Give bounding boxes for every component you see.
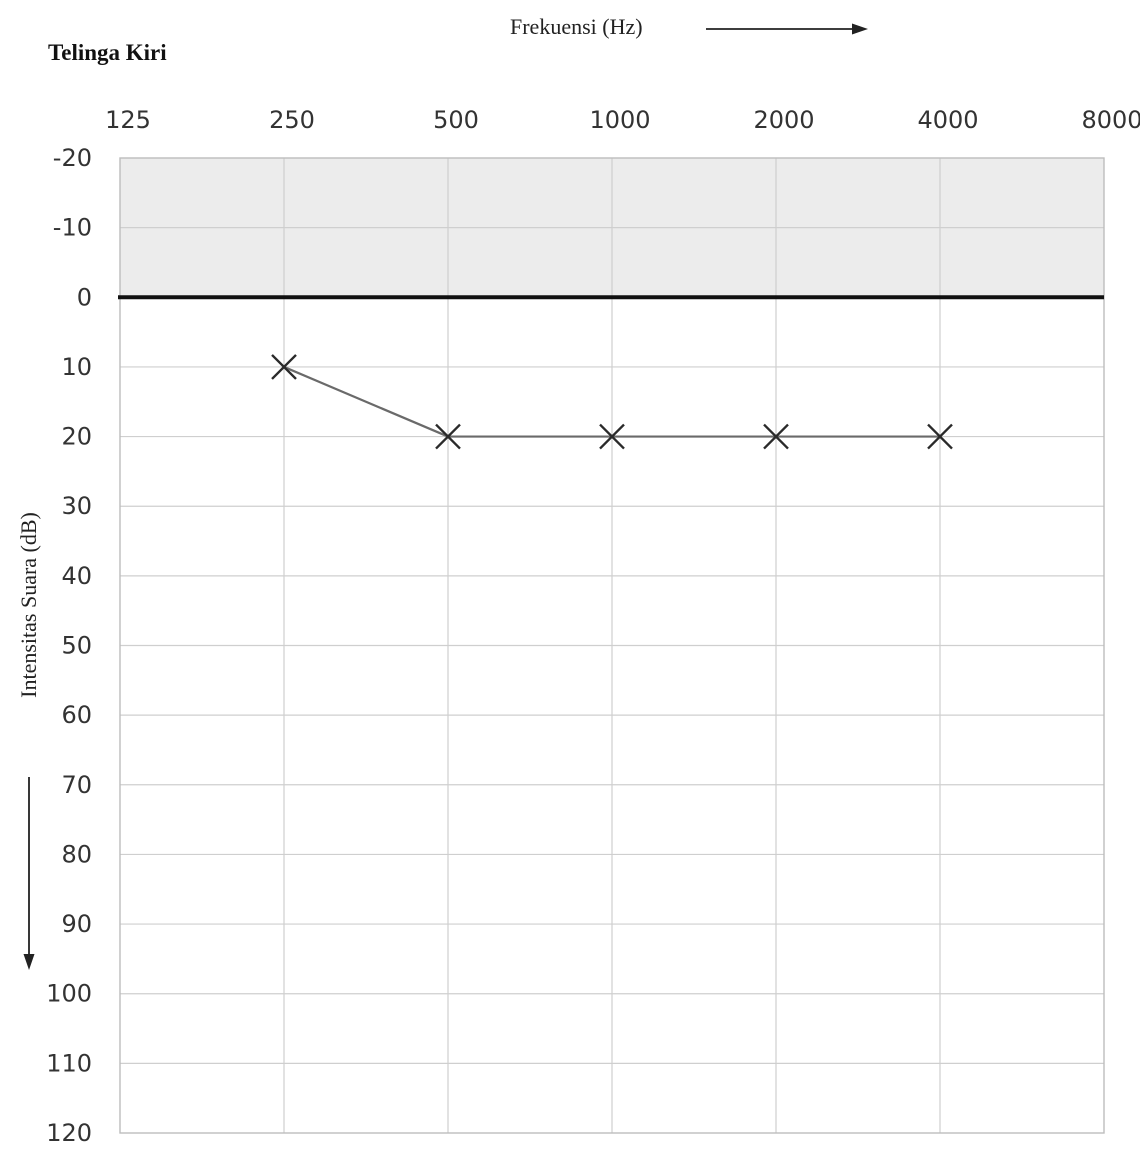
- series-left-ear: [271, 354, 953, 450]
- y-tick-label: 100: [46, 980, 92, 1008]
- y-axis-arrow: [23, 777, 35, 970]
- y-tick-label: 90: [61, 910, 92, 938]
- y-tick-label: 80: [61, 840, 92, 868]
- chart-title: Telinga Kiri: [48, 40, 167, 65]
- y-tick-label: 10: [61, 353, 92, 381]
- data-point-x-marker: [599, 423, 625, 450]
- x-tick-label: 8000: [1081, 106, 1140, 134]
- x-tick-labels: 125 250 500 1000 2000 4000 8000: [105, 106, 1140, 134]
- y-tick-label: 20: [61, 423, 92, 451]
- y-tick-label: 40: [61, 562, 92, 590]
- y-tick-label: 70: [61, 771, 92, 799]
- data-point-x-marker: [927, 423, 953, 450]
- data-point-x-marker: [271, 354, 297, 380]
- y-tick-label: 60: [61, 701, 92, 729]
- x-tick-label: 2000: [753, 106, 814, 134]
- x-tick-label: 125: [105, 106, 151, 134]
- y-axis-label: Intensitas Suara (dB): [16, 512, 41, 698]
- y-tick-label: -20: [53, 144, 92, 172]
- y-tick-label: 120: [46, 1119, 92, 1147]
- data-point-x-marker: [763, 423, 789, 450]
- x-axis-label: Frekuensi (Hz): [510, 14, 643, 39]
- y-tick-label: -10: [53, 214, 92, 242]
- plot-frame: [119, 157, 1105, 1134]
- y-tick-label: 110: [46, 1049, 92, 1077]
- x-tick-label: 4000: [917, 106, 978, 134]
- x-axis-arrow: [706, 23, 868, 35]
- grid: [119, 157, 1105, 1134]
- y-tick-label: 0: [77, 283, 92, 311]
- y-tick-label: 50: [61, 632, 92, 660]
- data-point-x-marker: [435, 423, 461, 450]
- x-tick-label: 250: [269, 106, 315, 134]
- y-tick-labels: -20 -10 0 10 20 30 40 50 60 70 80 90 100 110 120: [46, 144, 92, 1147]
- x-tick-label: 1000: [589, 106, 650, 134]
- y-tick-label: 30: [61, 492, 92, 520]
- x-tick-label: 500: [433, 106, 479, 134]
